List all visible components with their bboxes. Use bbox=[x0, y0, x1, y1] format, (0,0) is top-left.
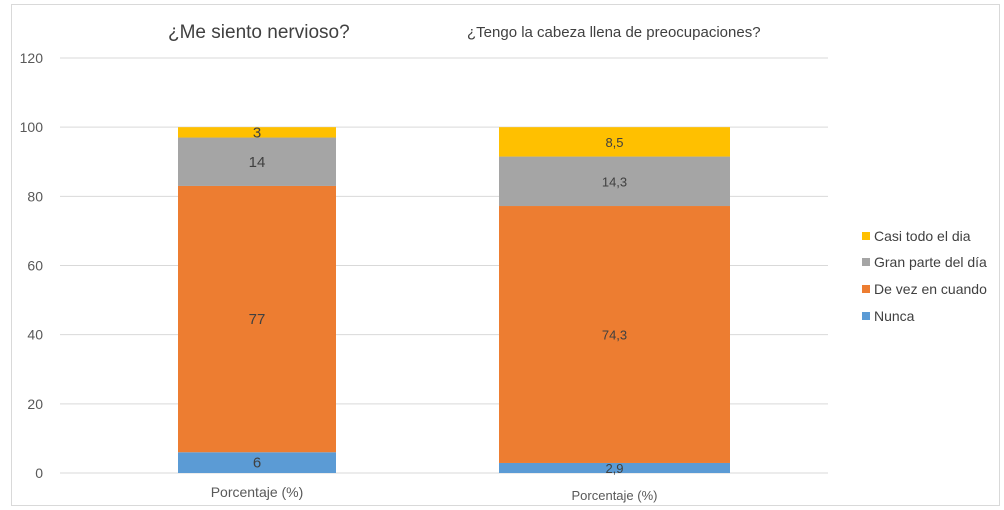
x-category-label: Porcentaje (%) bbox=[572, 488, 658, 503]
data-label: 3 bbox=[253, 124, 261, 141]
legend-marker bbox=[862, 285, 870, 293]
chart-title-right: ¿Tengo la cabeza llena de preocupaciones… bbox=[467, 24, 761, 41]
data-label: 74,3 bbox=[602, 327, 627, 342]
bar-segment bbox=[499, 206, 730, 463]
legend-marker bbox=[862, 312, 870, 320]
data-label: 6 bbox=[253, 455, 261, 472]
y-tick-label: 0 bbox=[35, 465, 43, 481]
legend-label: Nunca bbox=[874, 308, 915, 324]
bar-segment bbox=[178, 137, 336, 186]
y-tick-label: 80 bbox=[27, 188, 43, 204]
bar-segment bbox=[178, 127, 336, 138]
y-tick-label: 120 bbox=[20, 50, 44, 66]
data-label: 2,9 bbox=[605, 461, 623, 476]
bar-segment bbox=[499, 462, 730, 473]
legend-marker bbox=[862, 258, 870, 266]
y-tick-label: 100 bbox=[20, 119, 44, 135]
legend-label: Gran parte del día bbox=[874, 254, 987, 270]
bar-segment bbox=[178, 452, 336, 473]
bar-segment bbox=[178, 185, 336, 453]
y-tick-label: 60 bbox=[27, 258, 43, 274]
chart-title-left: ¿Me siento nervioso? bbox=[168, 22, 350, 43]
bar-segment bbox=[499, 127, 730, 157]
data-label: 77 bbox=[249, 311, 266, 328]
data-label: 8,5 bbox=[605, 135, 623, 150]
bar-segment bbox=[499, 156, 730, 207]
data-label: 14 bbox=[249, 154, 266, 171]
y-tick-label: 40 bbox=[27, 327, 43, 343]
legend-label: Casi todo el dia bbox=[874, 228, 971, 244]
data-label: 14,3 bbox=[602, 174, 627, 189]
x-category-label: Porcentaje (%) bbox=[211, 484, 304, 500]
y-tick-label: 20 bbox=[27, 396, 43, 412]
legend-label: De vez en cuando bbox=[874, 281, 987, 297]
legend-marker bbox=[862, 232, 870, 240]
